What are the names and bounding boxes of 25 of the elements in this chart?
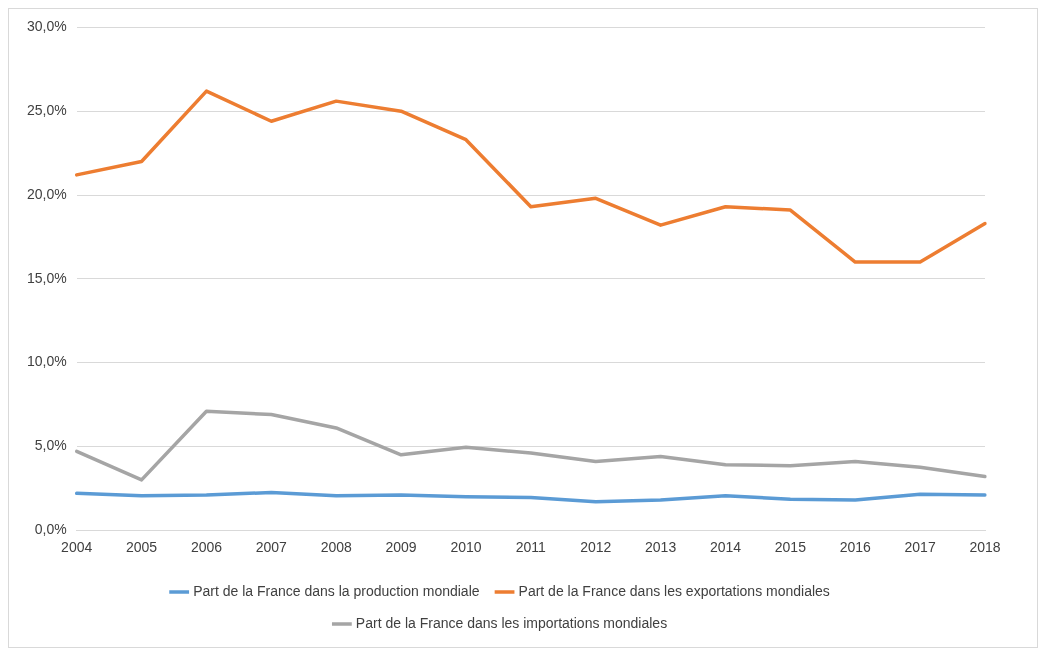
x-tick-label: 2015	[774, 539, 807, 556]
y-tick-label: 5,0%	[34, 437, 67, 454]
x-tick-label: 2011	[515, 539, 547, 556]
x-tick-label: 2012	[580, 539, 612, 556]
x-tick-label: 2013	[645, 539, 677, 556]
x-tick-label: 2016	[839, 539, 872, 556]
x-tick-label: 2009	[385, 539, 417, 556]
y-tick-label: 0,0%	[34, 521, 67, 538]
legend-label: Part de la France dans les importations mondiales	[355, 614, 668, 631]
x-tick-label: 2008	[320, 539, 352, 556]
legend-label: Part de la France dans les exportations mondiales	[518, 582, 830, 599]
y-tick-label: 10,0%	[26, 353, 67, 370]
x-tick-label: 2007	[255, 539, 288, 556]
x-tick-label: 2017	[904, 539, 936, 556]
x-tick-label: 2005	[126, 539, 158, 556]
y-tick-label: 15,0%	[26, 269, 67, 286]
legend-label: Part de la France dans la production mondiale	[193, 582, 480, 599]
y-tick-label: 25,0%	[26, 102, 67, 119]
x-tick-label: 2018	[969, 539, 1001, 556]
x-tick-label: 2004	[61, 539, 93, 556]
y-tick-label: 30,0%	[26, 18, 67, 35]
x-tick-label: 2014	[709, 539, 742, 556]
x-tick-label: 2006	[190, 539, 223, 556]
y-tick-label: 20,0%	[26, 185, 67, 202]
x-tick-label: 2010	[450, 539, 482, 556]
